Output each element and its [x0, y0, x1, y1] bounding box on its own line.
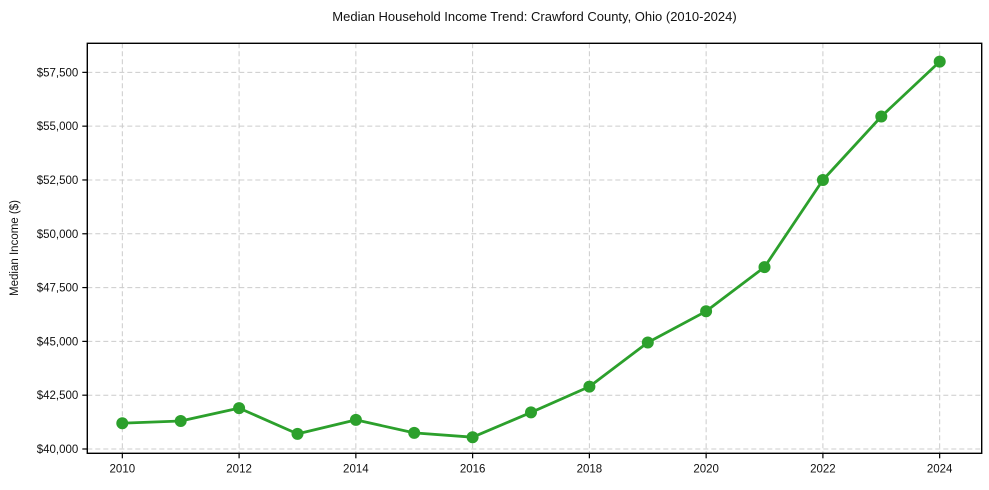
y-tick-label: $47,500: [37, 283, 79, 295]
data-point-2022: [817, 174, 829, 186]
data-point-2015: [408, 427, 420, 439]
x-tick-label: 2016: [460, 463, 486, 475]
x-tick-label: 2018: [577, 463, 603, 475]
x-tick-label: 2022: [810, 463, 836, 475]
trend-line: [122, 62, 939, 438]
data-point-2012: [233, 402, 245, 414]
plot-border: [87, 43, 981, 453]
y-tick-label: $42,500: [37, 390, 79, 402]
data-point-2020: [700, 305, 712, 317]
data-point-2023: [875, 111, 887, 123]
data-point-2021: [759, 261, 771, 273]
x-tick-label: 2014: [343, 463, 369, 475]
data-point-2014: [350, 414, 362, 426]
y-tick-label: $57,500: [37, 67, 79, 79]
data-point-2017: [525, 406, 537, 418]
x-tick-label: 2012: [226, 463, 252, 475]
x-tick-label: 2020: [693, 463, 719, 475]
data-point-2011: [175, 415, 187, 427]
x-tick-label: 2010: [110, 463, 136, 475]
y-tick-label: $40,000: [37, 444, 79, 456]
data-point-2010: [116, 417, 128, 429]
data-point-2013: [292, 428, 304, 440]
y-tick-label: $52,500: [37, 175, 79, 187]
x-tick-label: 2024: [927, 463, 953, 475]
chart-figure: Median Household Income Trend: Crawford …: [0, 0, 989, 490]
y-tick-label: $45,000: [37, 336, 79, 348]
data-point-2016: [467, 431, 479, 443]
data-point-2019: [642, 337, 654, 349]
data-point-2018: [583, 381, 595, 393]
data-point-2024: [934, 56, 946, 68]
line-chart-canvas: 2010 2012 2014 2016 2018 2020 2022 2024 $40,000 $…: [0, 0, 989, 490]
y-tick-label: $50,000: [37, 229, 79, 241]
y-tick-label: $55,000: [37, 121, 79, 133]
